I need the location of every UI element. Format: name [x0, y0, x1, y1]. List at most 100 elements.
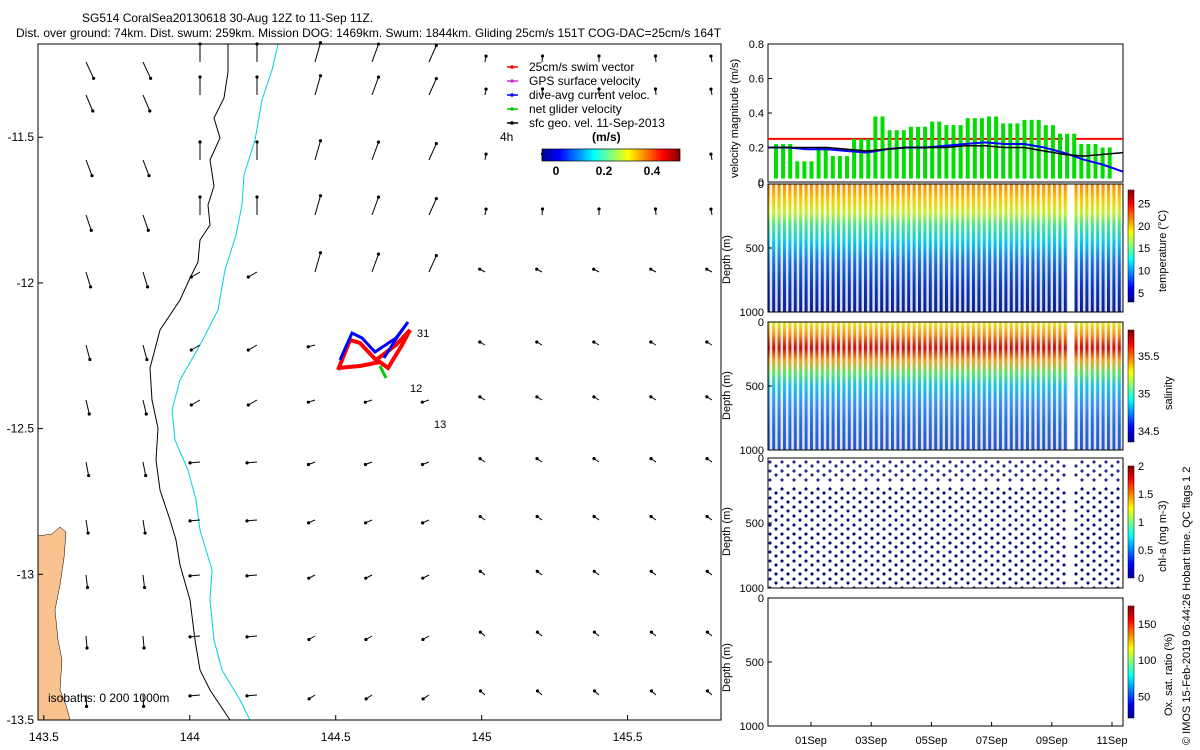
- track-label-13: 13: [434, 419, 446, 431]
- velocity-arrow: [85, 574, 89, 588]
- velocity-arrow-head: [86, 531, 90, 535]
- velocity-arrow-head: [88, 357, 92, 362]
- velocity-arrow-head: [306, 345, 310, 349]
- velocity-arrow-head: [143, 531, 147, 535]
- velocity-arrow: [314, 252, 321, 273]
- velocity-arrow-head: [255, 195, 259, 199]
- isobath-1000m: [171, 44, 279, 720]
- track-current-vector: [338, 321, 410, 361]
- velocity-arrow-head: [141, 704, 146, 708]
- velocity-arrow-head: [705, 630, 710, 634]
- velocity-arrow-head: [364, 576, 368, 580]
- velocity-arrow-head: [145, 285, 150, 289]
- velocity-arrow-head: [246, 403, 250, 407]
- header-title: SG514 CoralSea20130618 30-Aug 12Z to 11-…: [82, 11, 373, 25]
- velocity-arrow-head: [376, 42, 381, 46]
- panel3-cbar-tick-1: 100: [1138, 655, 1156, 667]
- velocity-arrow-head: [535, 395, 539, 399]
- panel0-ytick-label-0: 0: [758, 179, 764, 191]
- velocity-arrow-head: [363, 400, 367, 404]
- velocity-arrow-head: [649, 340, 653, 344]
- velocity-arrow-head: [484, 152, 488, 156]
- velocity-arrow-head: [540, 207, 545, 211]
- legend-marker-3: [510, 107, 514, 111]
- velocity-arrow-head: [246, 275, 250, 279]
- velocity-arrow: [142, 159, 150, 176]
- velocity-arrow: [142, 271, 149, 288]
- panel0-ytick-label-2: 1000: [740, 307, 764, 319]
- figure-header: SG514 CoralSea20130618 30-Aug 12Z to 11-…: [16, 11, 722, 40]
- legend-marker-2: [510, 93, 514, 97]
- velocity-arrow-head: [478, 630, 483, 634]
- velocity-ylabel: velocity magnitude (m/s): [729, 59, 741, 178]
- track-label-12: 12: [410, 383, 422, 395]
- velocity-arrow-head: [188, 461, 192, 465]
- legend-marker-0: [510, 65, 514, 69]
- velocity-arrow: [371, 196, 379, 216]
- velocity-arrow-head: [364, 637, 368, 642]
- velocity-arrow-head: [478, 514, 482, 519]
- panel-axis-ticks: 050010002520151050500100035.53534.505001…: [740, 179, 1160, 747]
- velocity-arrow-head: [148, 109, 152, 113]
- velocity-arrow-head: [434, 76, 438, 81]
- velocity-ytick-label-4: 0.8: [749, 39, 764, 51]
- velocity-arrow-head: [705, 569, 709, 573]
- salinity-sampling: [768, 322, 1123, 450]
- velocity-arrow-head: [198, 75, 202, 79]
- velocity-arrow-head: [592, 514, 596, 519]
- temperature-gap: [1068, 184, 1074, 312]
- panel2-cbar-tick-0: 2: [1138, 461, 1144, 473]
- velocity-arrow: [85, 214, 92, 231]
- velocity-arrow: [371, 76, 379, 96]
- panel3-cbar-tick-2: 50: [1138, 691, 1150, 703]
- velocity-arrow-head: [535, 689, 540, 693]
- isobath-label: isobaths: 0 200 1000m: [48, 691, 169, 705]
- velocity-arrow: [246, 461, 258, 464]
- velocity-arrow-head: [434, 43, 438, 48]
- track-swim-vector: [336, 328, 412, 371]
- legend-marker-1: [510, 79, 514, 83]
- salinity-colorbar: [1127, 329, 1135, 443]
- velocity-arrow-head: [85, 585, 90, 590]
- velocity-arrow-head: [318, 194, 323, 198]
- date-tick-label-2: 05Sep: [915, 735, 947, 747]
- colorbar-tick-1: 0.2: [596, 164, 613, 178]
- legend-marker-4: [510, 121, 514, 125]
- chla-panel: chl-a (mg m-3) Depth (m): [721, 457, 1169, 589]
- velocity-arrow-head: [597, 54, 601, 58]
- velocity-arrow-head: [88, 285, 93, 289]
- velocity-arrow-head: [592, 569, 596, 573]
- chla-ylabel: Depth (m): [721, 507, 733, 556]
- velocity-arrow-head: [478, 395, 482, 399]
- velocity-arrow-head: [87, 412, 91, 416]
- velocity-arrow-head: [306, 462, 311, 467]
- velocity-arrow: [85, 271, 92, 288]
- salinity-panel: salinity Depth (m): [721, 321, 1175, 451]
- velocity-arrow-head: [84, 704, 89, 708]
- velocity-arrow-head: [592, 630, 597, 634]
- velocity-arrow: [142, 94, 151, 112]
- panel2-cbar-tick-4: 0: [1138, 573, 1144, 585]
- map-xtick-label-0: 143.5: [29, 730, 59, 744]
- date-tick-label-5: 11Sep: [1097, 735, 1128, 747]
- panel1-cbar-tick-2: 34.5: [1138, 426, 1159, 438]
- velocity-arrow-head: [91, 109, 95, 113]
- panel1-ytick-label-2: 1000: [740, 445, 764, 457]
- velocity-arrow-head: [188, 694, 192, 698]
- velocity-arrow-head: [307, 637, 311, 642]
- legend-label-2: dive-avg current veloc.: [529, 88, 650, 102]
- map-ytick-label-2: -12.5: [7, 422, 35, 436]
- velocity-ytick-label-0: 0: [758, 177, 764, 189]
- velocity-arrow-head: [376, 75, 381, 79]
- velocity-arrow-head: [592, 395, 596, 399]
- velocity-arrow: [371, 253, 379, 273]
- velocity-arrow: [428, 255, 437, 273]
- chla-colorbar: [1127, 465, 1135, 579]
- glider-track: [336, 321, 412, 379]
- velocity-arrow-head: [318, 74, 323, 78]
- panel1-ytick-label-0: 0: [758, 317, 764, 329]
- velocity-arrow: [189, 519, 201, 522]
- map-xtick-label-2: 144.5: [321, 730, 351, 744]
- velocity-arrow-head: [189, 348, 193, 352]
